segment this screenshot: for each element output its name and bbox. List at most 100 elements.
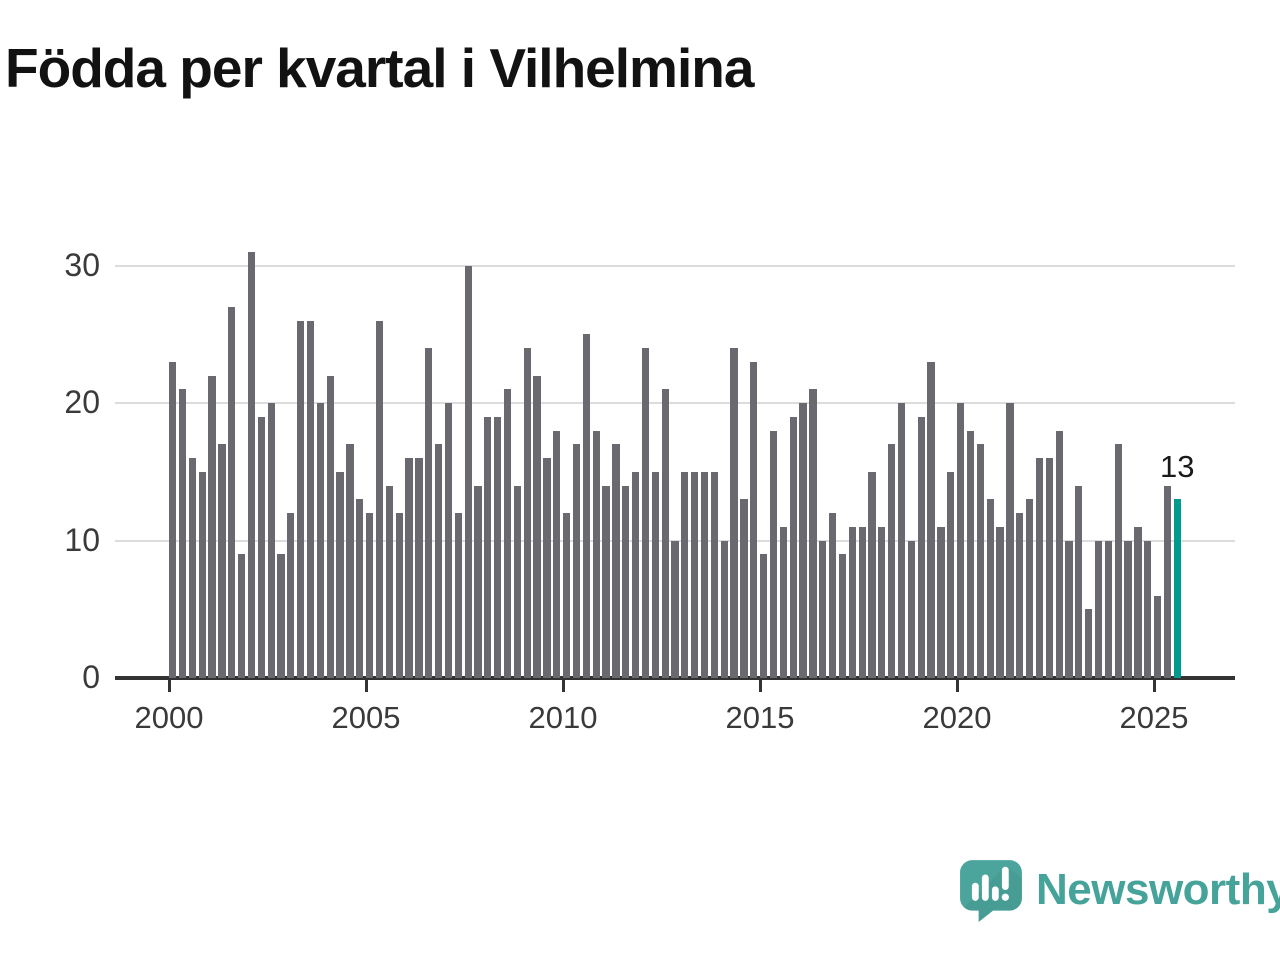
x-axis-labels: 2000 2005 2010 2015 2020 2025 — [115, 700, 1235, 740]
bar — [671, 540, 679, 678]
bar — [691, 471, 699, 678]
x-tick-label-2020: 2020 — [922, 700, 992, 735]
bar — [1065, 540, 1073, 678]
bar — [1154, 595, 1162, 678]
bar — [415, 458, 423, 678]
newsworthy-wordmark: Newsworthy — [1036, 865, 1280, 914]
bar — [237, 554, 246, 678]
bar — [947, 471, 955, 678]
bar — [1025, 499, 1034, 678]
bar — [494, 416, 502, 678]
bar — [1124, 540, 1132, 678]
bar — [553, 430, 561, 678]
bar — [848, 526, 856, 678]
bar — [405, 458, 413, 678]
bar — [681, 471, 689, 678]
bar — [572, 444, 581, 678]
bar — [1134, 526, 1142, 678]
x-tick-2015 — [758, 678, 762, 692]
x-tick-2020 — [955, 678, 959, 692]
bar — [602, 485, 610, 678]
y-tick-label-0: 0 — [82, 659, 100, 695]
bar — [228, 306, 236, 678]
bar — [1114, 444, 1122, 678]
bar — [208, 375, 216, 678]
bar — [198, 471, 206, 678]
bar — [897, 403, 906, 678]
gridline-30 — [115, 264, 1235, 267]
bar — [582, 334, 590, 678]
bar — [592, 430, 600, 678]
bar — [986, 499, 994, 678]
bar — [513, 485, 522, 678]
bar — [306, 320, 315, 678]
bar — [789, 416, 797, 678]
bar — [464, 265, 472, 678]
bar — [868, 471, 876, 678]
bar — [297, 320, 305, 678]
bar — [996, 526, 1004, 678]
bar — [927, 361, 935, 678]
y-axis-labels: 0 10 20 30 — [20, 230, 100, 695]
bar — [533, 375, 541, 678]
bar — [700, 471, 709, 678]
bar — [799, 403, 807, 678]
last-value-label: 13 — [1160, 449, 1195, 484]
bar — [641, 348, 650, 678]
bar — [779, 526, 787, 678]
bar — [346, 444, 354, 678]
x-tick-2000 — [167, 678, 171, 692]
bar — [454, 513, 462, 678]
bar — [267, 403, 275, 678]
y-tick-label-20: 20 — [64, 384, 100, 420]
bar — [819, 540, 827, 678]
bar — [563, 513, 571, 678]
bar — [661, 389, 669, 678]
bar — [169, 361, 177, 678]
x-tick-2025 — [1152, 678, 1156, 692]
bar — [1006, 403, 1014, 678]
bar — [218, 444, 226, 678]
x-axis-line — [115, 676, 1235, 680]
bar — [1035, 458, 1044, 678]
bar — [730, 348, 738, 678]
bar — [1144, 540, 1152, 678]
x-tick-label-2015: 2015 — [725, 700, 795, 735]
y-tick-label-10: 10 — [64, 521, 100, 558]
bar — [1075, 485, 1083, 678]
bar — [622, 485, 630, 678]
plot-area — [115, 230, 1235, 692]
bar — [287, 513, 295, 678]
bar — [543, 458, 551, 678]
bar — [631, 471, 640, 678]
bar — [957, 403, 965, 678]
bar — [247, 251, 256, 678]
bar — [937, 526, 945, 678]
bar — [976, 444, 984, 678]
bar — [888, 444, 896, 678]
bar — [838, 554, 847, 678]
newsworthy-bar-chart-bubble-icon — [960, 860, 1022, 922]
bar — [503, 389, 512, 678]
bar — [1085, 609, 1093, 678]
bar — [444, 403, 453, 678]
bar — [612, 444, 620, 678]
x-tick-2010 — [561, 678, 565, 692]
bar — [858, 526, 866, 678]
bar — [434, 444, 443, 678]
bar — [385, 485, 393, 678]
bar — [523, 348, 531, 678]
bar — [326, 375, 334, 678]
bar — [710, 471, 719, 678]
bar — [316, 403, 325, 678]
bar — [966, 430, 975, 678]
bar — [720, 540, 728, 678]
newsworthy-logo: Newsworthy — [958, 857, 1280, 923]
bar — [474, 485, 482, 678]
bar — [760, 554, 768, 678]
bar — [740, 499, 748, 678]
bar — [828, 513, 837, 678]
bar — [375, 320, 384, 678]
x-tick-2005 — [364, 678, 368, 692]
